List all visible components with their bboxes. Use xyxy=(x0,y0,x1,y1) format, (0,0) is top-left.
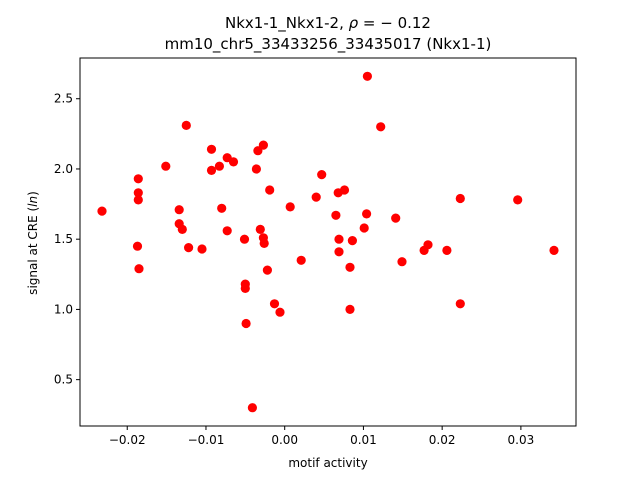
y-tick-label: 0.5 xyxy=(54,373,73,387)
data-point-10 xyxy=(181,120,191,130)
data-point-3 xyxy=(133,195,143,205)
data-point-47 xyxy=(359,223,369,233)
x-axis-label: motif activity xyxy=(288,456,367,470)
data-point-43 xyxy=(339,185,350,195)
data-point-19 xyxy=(228,157,239,167)
data-point-42 xyxy=(334,247,344,257)
plot-area xyxy=(79,57,577,427)
points-layer xyxy=(97,71,559,413)
data-point-44 xyxy=(345,262,355,272)
y-tick-label: 1.5 xyxy=(54,232,73,246)
data-point-4 xyxy=(132,241,143,251)
data-point-11 xyxy=(184,243,194,253)
axes-frame xyxy=(79,57,577,427)
y-tick-label: 1.0 xyxy=(54,302,73,316)
x-tick-label: 0.03 xyxy=(508,433,535,447)
data-point-41 xyxy=(334,234,344,244)
data-point-39 xyxy=(331,210,341,220)
data-point-28 xyxy=(258,140,268,150)
data-point-5 xyxy=(134,264,144,274)
data-point-18 xyxy=(222,226,232,236)
x-tick-label: 0.01 xyxy=(350,433,377,447)
y-tick-label: 2.0 xyxy=(54,162,73,176)
data-point-22 xyxy=(240,283,250,293)
x-tick-label: −0.01 xyxy=(188,433,225,447)
data-point-34 xyxy=(275,307,285,317)
data-point-45 xyxy=(345,304,355,314)
x-tick-label: 0.02 xyxy=(429,433,456,447)
data-point-46 xyxy=(347,236,357,246)
x-tick-label: −0.02 xyxy=(109,433,146,447)
data-point-14 xyxy=(206,165,217,175)
data-point-52 xyxy=(397,257,407,267)
y-axis-ticks: 0.5 1.0 1.5 2.0 2.5 xyxy=(54,92,80,387)
data-point-31 xyxy=(262,265,272,275)
data-point-30 xyxy=(259,238,269,248)
data-point-0 xyxy=(97,206,107,216)
data-point-1 xyxy=(133,174,143,184)
y-axis-label: signal at CRE (ln) xyxy=(26,191,40,295)
data-point-7 xyxy=(174,205,184,215)
data-point-56 xyxy=(455,193,465,204)
data-point-27 xyxy=(255,224,265,234)
data-point-13 xyxy=(206,144,217,154)
data-point-58 xyxy=(513,195,523,205)
data-point-2 xyxy=(133,188,143,198)
data-point-16 xyxy=(217,203,227,213)
data-point-37 xyxy=(311,192,321,202)
data-point-36 xyxy=(296,255,306,265)
data-point-25 xyxy=(251,164,261,174)
x-tick-label: 0.00 xyxy=(271,433,298,447)
y-tick-label: 2.5 xyxy=(54,92,73,106)
data-point-12 xyxy=(197,244,207,254)
data-point-54 xyxy=(423,240,433,250)
data-point-59 xyxy=(549,245,559,255)
data-point-38 xyxy=(317,170,327,180)
data-point-24 xyxy=(247,403,257,413)
data-point-57 xyxy=(455,299,465,309)
x-axis-ticks: −0.02 −0.01 0.00 0.01 0.02 0.03 xyxy=(109,426,534,447)
data-point-51 xyxy=(391,213,401,223)
rho-symbol: ρ xyxy=(349,14,359,32)
chart-title-line-1: Nkx1-1_Nkx1-2, ρ = − 0.12 xyxy=(225,14,431,33)
data-point-9 xyxy=(177,224,187,234)
chart-title-line-2: mm10_chr5_33433256_33435017 (Nkx1-1) xyxy=(165,35,492,54)
data-point-49 xyxy=(362,209,372,219)
data-point-50 xyxy=(376,122,386,132)
data-point-48 xyxy=(362,71,372,81)
data-point-32 xyxy=(265,185,275,195)
data-point-15 xyxy=(214,161,224,171)
data-point-33 xyxy=(269,299,280,309)
data-point-20 xyxy=(239,234,250,244)
data-point-6 xyxy=(161,161,171,171)
data-point-35 xyxy=(285,202,295,212)
data-point-23 xyxy=(241,318,251,329)
data-point-55 xyxy=(442,245,452,255)
